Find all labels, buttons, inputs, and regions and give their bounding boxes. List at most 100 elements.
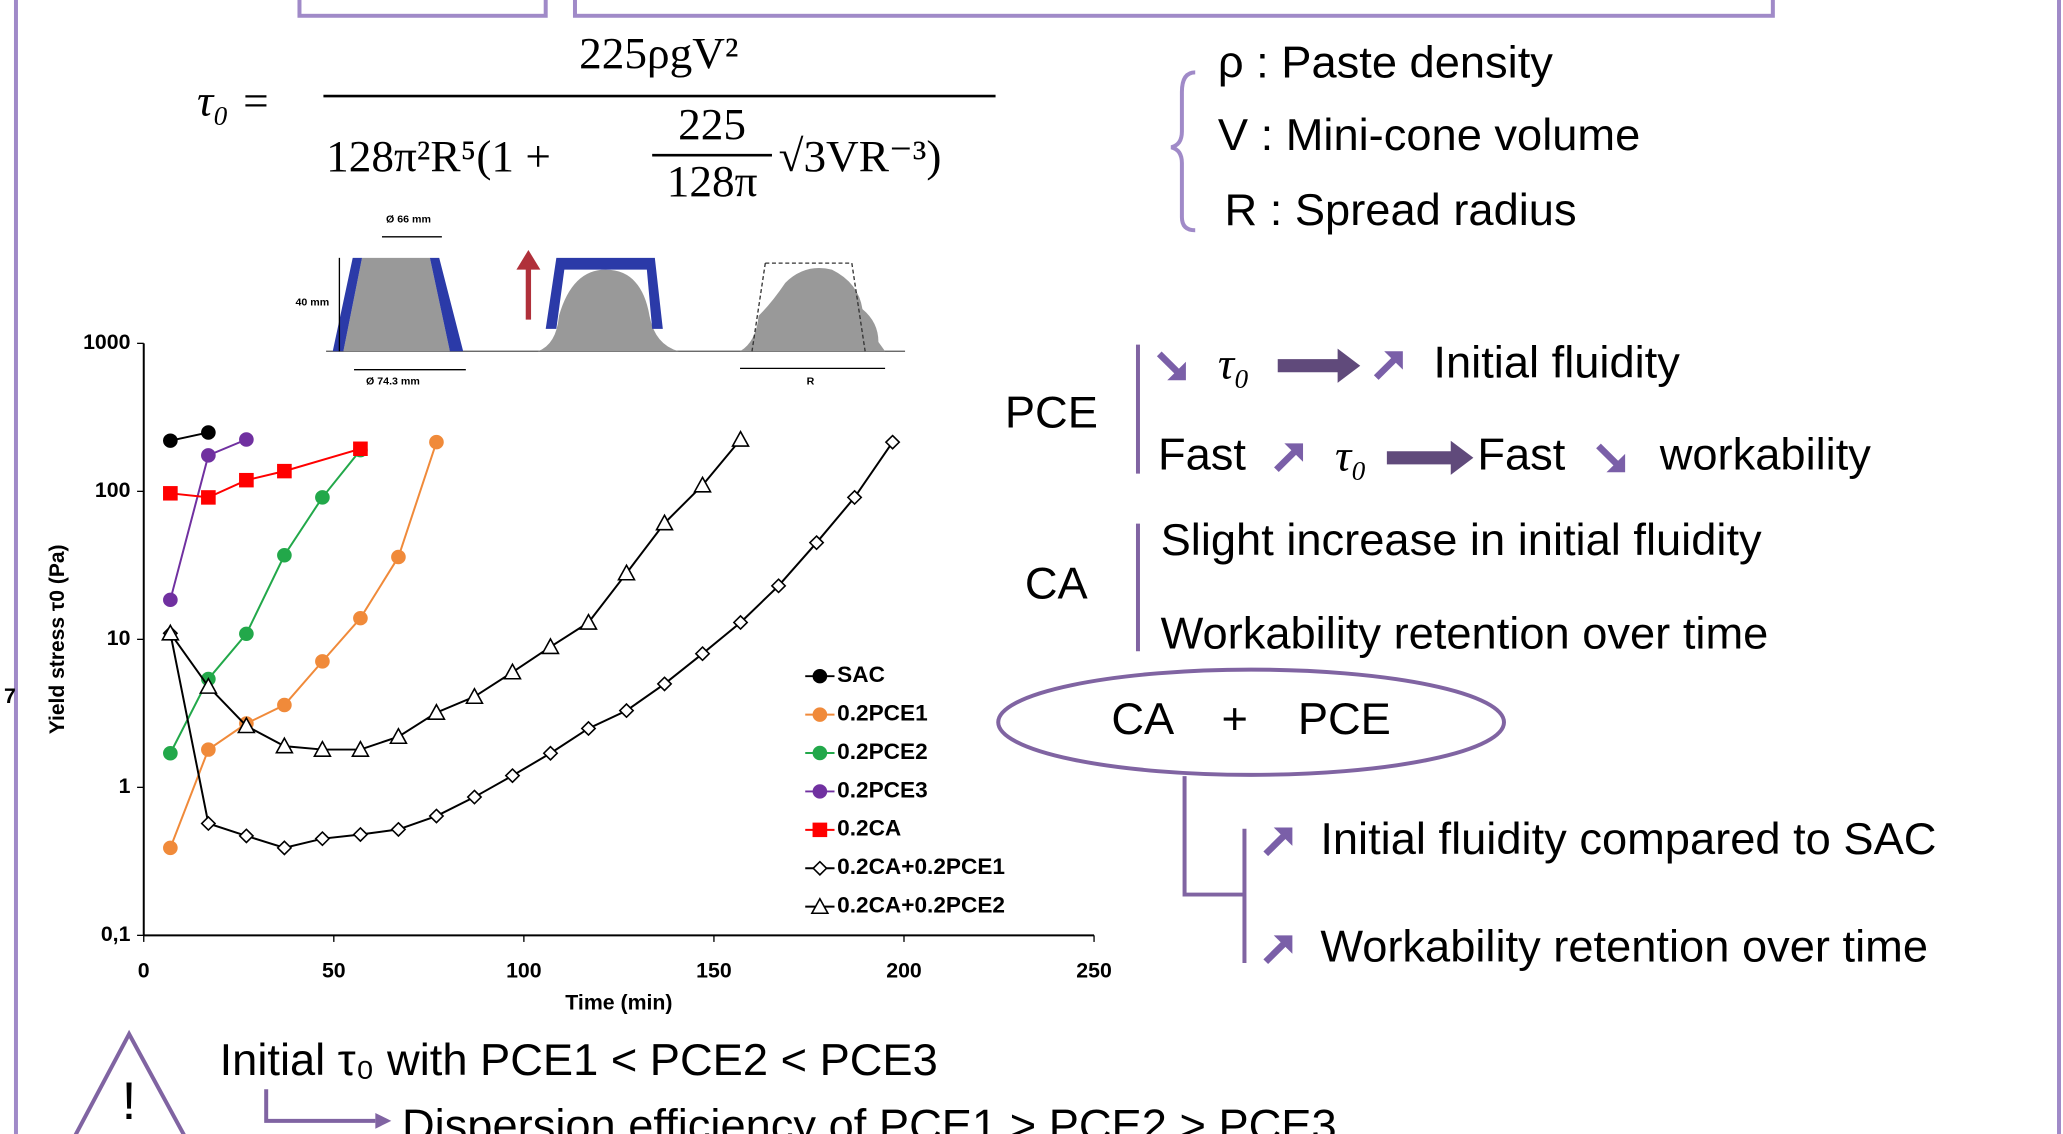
x-tick-label: 200 [886, 960, 922, 983]
x-tick-label: 0 [138, 960, 150, 983]
marker [239, 626, 254, 642]
marker [277, 697, 292, 713]
marker [694, 646, 711, 662]
series: 0.2CA [163, 441, 901, 841]
marker [884, 434, 901, 450]
marker [239, 432, 254, 447]
pce-text: Fast [1477, 429, 1566, 480]
marker [812, 860, 828, 876]
series-line [169, 438, 247, 601]
trend-icon [1156, 351, 1186, 381]
marker [163, 592, 178, 608]
y-tick-label: 10 [107, 627, 131, 650]
side-label: 7 [4, 685, 16, 708]
marker [812, 668, 828, 684]
note-text: Dispersion efficiency of PCE1 > PCE2 > P… [402, 1100, 1337, 1134]
marker [391, 549, 406, 565]
symbol: V : Mini-cone volume [1218, 109, 1640, 160]
marker [541, 637, 560, 655]
marker [314, 830, 331, 847]
series: 0.2PCE1 [163, 434, 928, 856]
symbol: ρ : Paste density [1218, 37, 1554, 88]
note-arrow-head [375, 1112, 392, 1129]
marker [655, 513, 674, 531]
warning-icon [73, 1029, 186, 1134]
marker [163, 746, 178, 761]
marker [617, 563, 636, 581]
connector [1182, 776, 1247, 963]
trend-icon [1274, 443, 1304, 472]
pce-text: workability [1659, 429, 1872, 480]
combo-ellipse [996, 667, 1506, 777]
formula-inner-denominator: 128π [667, 156, 758, 206]
marker [238, 828, 255, 844]
x-axis-label: Time (min) [565, 991, 672, 1014]
symbol: R : Spread radius [1224, 184, 1576, 235]
tau: τ₀ [1335, 431, 1367, 481]
marker [201, 448, 216, 463]
legend-label: 0.2CA [837, 816, 901, 841]
marker [580, 720, 597, 737]
marker [427, 703, 446, 720]
y-tick-label: 1000 [83, 331, 130, 354]
formula: τ₀ = 225ρgV² 128π²R⁵(1 + 225 128π √3VR⁻³… [197, 28, 996, 206]
ca-text: Workability retention over time [1161, 608, 1769, 659]
combo-text: Initial fluidity compared to SAC [1320, 813, 1936, 864]
marker [428, 808, 445, 824]
marker [351, 740, 370, 757]
legend-label: 0.2PCE2 [837, 739, 928, 764]
note-arrow [264, 1089, 376, 1123]
marker [201, 490, 216, 505]
marker [390, 821, 407, 838]
y-tick-label: 0,1 [101, 923, 131, 946]
formula-denominator: 128π²R⁵(1 + [326, 131, 551, 181]
marker [812, 784, 828, 799]
formula-inner-numerator: 225 [678, 99, 746, 149]
marker [237, 716, 256, 734]
marker [199, 676, 218, 694]
marker [618, 702, 635, 719]
formula-lhs: τ₀ = [197, 76, 271, 126]
x-tick-label: 250 [1076, 960, 1112, 983]
frame [13, 0, 2062, 1134]
trend-icon [1596, 443, 1626, 473]
brace [1170, 70, 1196, 233]
marker [429, 434, 444, 450]
pce-label: PCE [1005, 387, 1098, 438]
y-tick-label: 100 [95, 479, 131, 502]
x-tick-label: 100 [506, 960, 542, 983]
series: 0.2CA+0.2PCE1 [162, 434, 1005, 879]
marker [315, 654, 330, 669]
marker [504, 767, 521, 784]
ca-label: CA [1025, 558, 1088, 609]
x-tick-label: 50 [322, 960, 346, 983]
marker [812, 822, 828, 838]
combo-text: Workability retention over time [1320, 921, 1928, 972]
marker [277, 548, 292, 563]
dimension-label: Ø 74.3 mm [366, 375, 420, 387]
trend-icon [1373, 351, 1403, 380]
marker [275, 736, 294, 754]
marker [812, 745, 828, 761]
marker [161, 623, 180, 641]
warning-mark: ! [122, 1072, 137, 1131]
chart: 0,1 1 10 100 1000 0 50 100 150 200 250 Time (min) Yi… [46, 331, 1112, 1014]
combo-label: CA + PCE [1111, 693, 1390, 744]
note-text: Initial τ₀ with PCE1 < PCE2 < PCE3 [220, 1034, 938, 1085]
marker [200, 815, 217, 832]
legend-label: 0.2CA+0.2PCE1 [837, 854, 1005, 879]
marker [201, 742, 216, 757]
marker [353, 441, 368, 456]
dimension-label: Ø 66 mm [386, 214, 431, 226]
trend-icon-head [1273, 935, 1293, 954]
marker [693, 475, 712, 493]
marker [315, 490, 330, 505]
formula-numerator: 225ρgV² [579, 28, 738, 78]
pce-text: Fast [1158, 429, 1247, 480]
series: 0.2PCE3 [163, 432, 928, 802]
tau: τ₀ [1218, 339, 1250, 389]
pce-text: Initial fluidity [1433, 337, 1680, 388]
marker [542, 745, 559, 761]
marker [579, 612, 598, 630]
